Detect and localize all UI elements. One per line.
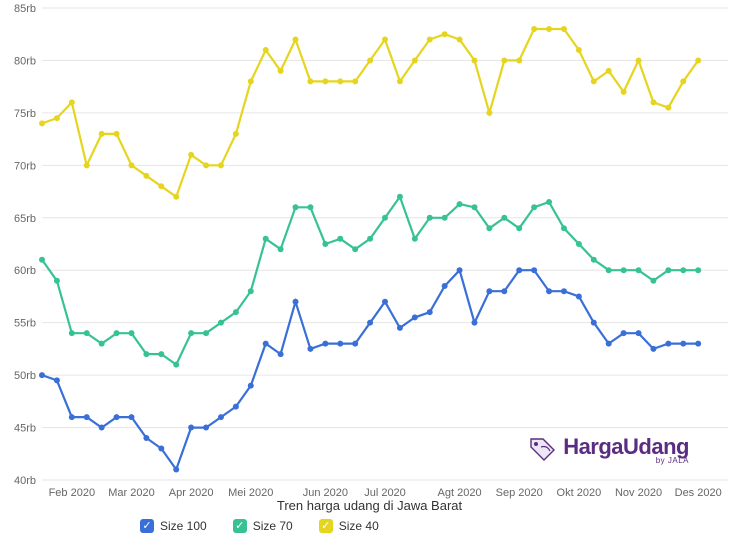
legend-label: Size 70	[253, 519, 293, 533]
svg-text:70rb: 70rb	[14, 160, 36, 172]
svg-text:Sep 2020: Sep 2020	[496, 487, 543, 499]
legend-item-size100[interactable]: ✓ Size 100	[140, 519, 207, 533]
svg-text:Apr 2020: Apr 2020	[169, 487, 214, 499]
legend-label: Size 40	[339, 519, 379, 533]
legend-swatch: ✓	[319, 519, 333, 533]
chart-container: 40rb 45rb 50rb 55rb 60rb 65rb 70rb 75rb 80rb 85rb…	[0, 0, 739, 560]
legend-item-size40[interactable]: ✓ Size 40	[319, 519, 379, 533]
legend-swatch: ✓	[233, 519, 247, 533]
legend-item-size70[interactable]: ✓ Size 70	[233, 519, 293, 533]
svg-text:Des 2020: Des 2020	[675, 487, 722, 499]
price-chart: 40rb 45rb 50rb 55rb 60rb 65rb 70rb 75rb 80rb 85rb…	[0, 0, 739, 500]
svg-text:Nov 2020: Nov 2020	[615, 487, 662, 499]
svg-text:Okt 2020: Okt 2020	[557, 487, 602, 499]
svg-text:55rb: 55rb	[14, 318, 36, 330]
svg-text:Mei 2020: Mei 2020	[228, 487, 273, 499]
svg-text:85rb: 85rb	[14, 3, 36, 15]
svg-text:75rb: 75rb	[14, 108, 36, 120]
legend: ✓ Size 100 ✓ Size 70 ✓ Size 40	[0, 519, 739, 533]
svg-text:80rb: 80rb	[14, 55, 36, 67]
svg-text:Mar 2020: Mar 2020	[108, 487, 154, 499]
svg-text:40rb: 40rb	[14, 475, 36, 487]
legend-label: Size 100	[160, 519, 207, 533]
svg-text:60rb: 60rb	[14, 265, 36, 277]
svg-text:65rb: 65rb	[14, 213, 36, 225]
svg-text:Feb 2020: Feb 2020	[49, 487, 95, 499]
svg-text:50rb: 50rb	[14, 370, 36, 382]
legend-swatch: ✓	[140, 519, 154, 533]
chart-caption: Tren harga udang di Jawa Barat	[277, 498, 462, 513]
svg-text:45rb: 45rb	[14, 423, 36, 435]
